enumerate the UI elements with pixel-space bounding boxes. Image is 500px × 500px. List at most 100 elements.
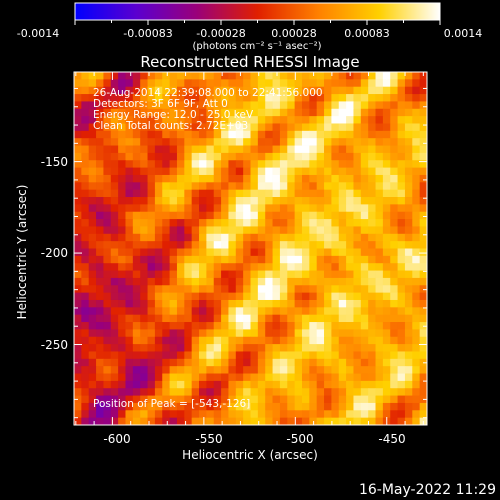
heatmap-pixel bbox=[404, 417, 413, 425]
heatmap-pixel bbox=[338, 197, 347, 205]
heatmap-pixel bbox=[301, 211, 310, 220]
heatmap-pixel bbox=[331, 322, 340, 330]
heatmap-pixel bbox=[96, 314, 104, 323]
heatmap-pixel bbox=[397, 292, 406, 301]
heatmap-pixel bbox=[169, 402, 178, 411]
heatmap-pixel bbox=[132, 366, 141, 374]
heatmap-pixel bbox=[375, 101, 384, 110]
heatmap-pixel bbox=[184, 255, 193, 264]
heatmap-pixel bbox=[213, 322, 222, 330]
heatmap-pixel bbox=[272, 167, 281, 176]
heatmap-pixel bbox=[250, 255, 259, 264]
heatmap-pixel bbox=[316, 277, 325, 286]
heatmap-pixel bbox=[301, 160, 310, 168]
heatmap-pixel bbox=[353, 417, 362, 425]
heatmap-pixel bbox=[140, 248, 148, 257]
heatmap-pixel bbox=[309, 373, 318, 382]
heatmap-pixel bbox=[147, 204, 156, 213]
heatmap-pixel bbox=[360, 373, 369, 382]
heatmap-pixel bbox=[301, 299, 310, 308]
heatmap-pixel bbox=[346, 167, 354, 176]
heatmap-pixel bbox=[206, 366, 215, 374]
heatmap-pixel bbox=[88, 380, 97, 389]
heatmap-pixel bbox=[390, 344, 398, 352]
heatmap-pixel bbox=[243, 116, 251, 124]
heatmap-pixel bbox=[213, 380, 222, 389]
heatmap-pixel bbox=[287, 380, 296, 389]
heatmap-pixel bbox=[81, 336, 90, 345]
heatmap-pixel bbox=[118, 101, 126, 110]
heatmap-pixel bbox=[162, 174, 170, 183]
heatmap-pixel bbox=[265, 292, 273, 301]
heatmap-pixel bbox=[176, 130, 185, 139]
heatmap-pixel bbox=[228, 380, 237, 389]
heatmap-pixel bbox=[404, 211, 413, 220]
heatmap-pixel bbox=[272, 366, 281, 374]
heatmap-pixel bbox=[346, 292, 354, 301]
heatmap-pixel bbox=[154, 322, 163, 330]
heatmap-pixel bbox=[125, 307, 134, 316]
heatmap-pixel bbox=[353, 182, 362, 191]
heatmap-pixel bbox=[390, 358, 398, 367]
heatmap-pixel bbox=[287, 108, 296, 117]
heatmap-pixel bbox=[250, 167, 259, 176]
heatmap-pixel bbox=[375, 402, 384, 411]
heatmap-pixel bbox=[390, 410, 398, 419]
heatmap-pixel bbox=[331, 388, 340, 396]
heatmap-pixel bbox=[213, 410, 222, 419]
heatmap-pixel bbox=[316, 182, 325, 191]
heatmap-pixel bbox=[88, 241, 97, 249]
heatmap-pixel bbox=[265, 388, 273, 396]
heatmap-pixel bbox=[81, 116, 90, 124]
heatmap-pixel bbox=[368, 395, 376, 404]
heatmap-pixel bbox=[419, 336, 427, 345]
heatmap-pixel bbox=[412, 152, 421, 161]
heatmap-pixel bbox=[404, 116, 413, 124]
heatmap-pixel bbox=[316, 101, 325, 110]
heatmap-pixel bbox=[169, 410, 178, 419]
heatmap-pixel bbox=[353, 373, 362, 382]
heatmap-pixel bbox=[316, 395, 325, 404]
heatmap-pixel bbox=[368, 358, 376, 367]
heatmap-pixel bbox=[243, 307, 251, 316]
heatmap-pixel bbox=[309, 167, 318, 176]
heatmap-pixel bbox=[331, 189, 340, 198]
heatmap-pixel bbox=[287, 344, 296, 352]
heatmap-pixel bbox=[199, 116, 207, 124]
heatmap-pixel bbox=[228, 410, 237, 419]
heatmap-pixel bbox=[360, 248, 369, 257]
heatmap-pixel bbox=[382, 174, 391, 183]
heatmap-pixel bbox=[397, 270, 406, 279]
heatmap-pixel bbox=[176, 263, 185, 271]
heatmap-pixel bbox=[176, 351, 185, 360]
heatmap-pixel bbox=[412, 182, 421, 191]
heatmap-pixel bbox=[265, 204, 273, 213]
heatmap-pixel bbox=[287, 182, 296, 191]
heatmap-pixel bbox=[213, 373, 222, 382]
heatmap-pixel bbox=[419, 219, 427, 227]
heatmap-pixel bbox=[390, 130, 398, 139]
heatmap-pixel bbox=[346, 248, 354, 257]
heatmap-pixel bbox=[199, 86, 207, 95]
heatmap-pixel bbox=[184, 358, 193, 367]
heatmap-pixel bbox=[390, 263, 398, 271]
heatmap-pixel bbox=[272, 329, 281, 338]
heatmap-pixel bbox=[243, 241, 251, 249]
heatmap-pixel bbox=[404, 94, 413, 102]
heatmap-pixel bbox=[243, 160, 251, 168]
heatmap-pixel bbox=[235, 197, 244, 205]
heatmap-pixel bbox=[147, 410, 156, 419]
heatmap-pixel bbox=[309, 263, 318, 271]
heatmap-pixel bbox=[309, 336, 318, 345]
heatmap-pixel bbox=[316, 263, 325, 271]
heatmap-pixel bbox=[338, 152, 347, 161]
heatmap-pixel bbox=[103, 145, 112, 154]
heatmap-pixel bbox=[235, 255, 244, 264]
heatmap-pixel bbox=[243, 123, 251, 132]
heatmap-pixel bbox=[338, 211, 347, 220]
heatmap-pixel bbox=[96, 86, 104, 95]
heatmap-pixel bbox=[294, 123, 303, 132]
heatmap-pixel bbox=[324, 322, 332, 330]
heatmap-pixel bbox=[140, 285, 148, 294]
heatmap-pixel bbox=[404, 336, 413, 345]
